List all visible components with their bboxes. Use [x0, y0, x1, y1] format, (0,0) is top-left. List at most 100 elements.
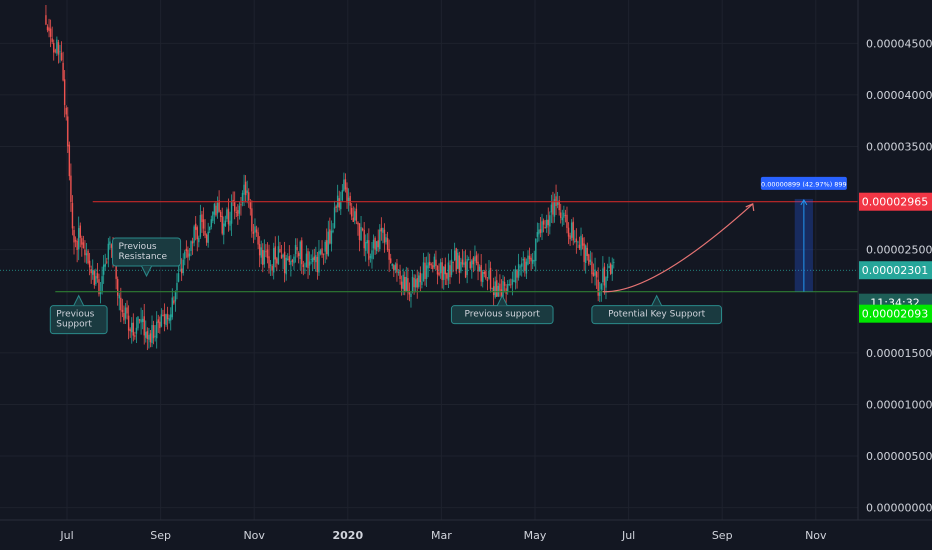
candle-body: [216, 202, 219, 214]
candle-body: [472, 257, 475, 265]
candle-body: [329, 229, 331, 244]
candle-body: [354, 211, 356, 221]
candle-body: [402, 274, 404, 290]
candle-body: [510, 284, 512, 286]
candle-body: [240, 204, 242, 206]
candle: [168, 314, 170, 324]
candle: [213, 202, 216, 225]
candle-body: [304, 269, 306, 271]
candlestick-series: [45, 5, 615, 351]
candle-body: [613, 262, 615, 263]
candle-body: [126, 307, 128, 314]
candle: [326, 228, 328, 260]
candle-body: [525, 261, 528, 274]
candle-body: [191, 241, 194, 244]
y-tick-label: 0.00003500: [866, 141, 932, 154]
candle-body: [115, 260, 117, 279]
candle-body: [312, 257, 314, 262]
candle: [375, 240, 378, 255]
candle-body: [45, 15, 47, 25]
candle: [439, 258, 442, 279]
candle-body: [496, 280, 498, 297]
candle-body: [307, 251, 309, 269]
candle-body: [302, 264, 305, 268]
candle-body: [449, 265, 451, 278]
candle: [71, 195, 74, 236]
candle-body: [146, 331, 149, 340]
candle-body: [549, 215, 551, 227]
candle: [265, 244, 267, 258]
candle-body: [277, 246, 280, 265]
candle: [276, 256, 278, 272]
candle: [443, 266, 445, 290]
candle: [258, 236, 261, 268]
candle-body: [457, 252, 459, 269]
candle-body: [74, 240, 77, 242]
candle: [251, 200, 253, 238]
projection-label-bg: [760, 176, 847, 190]
candle-body: [63, 79, 66, 106]
candle: [603, 262, 606, 295]
candle-body: [475, 255, 478, 263]
candle-body: [511, 279, 514, 285]
candle: [170, 307, 172, 331]
candle: [496, 269, 498, 297]
candle: [329, 217, 331, 245]
candle: [123, 305, 125, 324]
candle: [173, 296, 175, 305]
candle-body: [413, 277, 415, 288]
candle-body: [469, 261, 471, 269]
candle: [494, 276, 496, 299]
price-axis[interactable]: 0.00004500 0.00004000 0.00003500 0.00002500…: [866, 37, 932, 514]
candle: [542, 218, 545, 233]
candle: [81, 235, 83, 257]
price-badge-bg: [859, 304, 932, 323]
candle-body: [483, 271, 485, 274]
candle-body: [461, 259, 464, 265]
candle: [299, 240, 301, 270]
candle: [435, 250, 437, 271]
y-tick-label: 0.00002500: [866, 244, 932, 257]
candle-body: [263, 250, 266, 265]
candle: [480, 254, 482, 287]
time-axis[interactable]: Jul Sep Nov 2020 Mar May Jul Sep Nov: [59, 529, 827, 542]
candle: [503, 276, 506, 293]
candle: [149, 330, 152, 348]
candle: [458, 251, 461, 284]
candle-body: [432, 265, 434, 270]
x-tick-label: 2020: [332, 529, 363, 542]
candle: [457, 249, 459, 270]
candle-body: [539, 229, 542, 233]
candle-body: [421, 281, 423, 285]
candle: [513, 269, 515, 283]
candle-body: [166, 314, 169, 320]
candle-body: [429, 261, 431, 266]
candle: [541, 213, 543, 240]
candle: [338, 190, 340, 211]
candle: [388, 239, 390, 273]
candle-body: [265, 251, 267, 253]
candle: [433, 253, 436, 270]
candle: [145, 320, 147, 343]
candle-body: [414, 279, 417, 288]
candle-body: [594, 269, 596, 276]
candle-body: [260, 247, 262, 258]
candle: [224, 215, 227, 228]
candle-body: [503, 281, 506, 286]
candle-body: [151, 324, 153, 344]
candle: [366, 233, 368, 254]
candle: [273, 242, 275, 280]
candle: [93, 269, 95, 289]
candle-body: [418, 275, 420, 287]
candle: [525, 258, 528, 279]
candle: [536, 222, 539, 243]
candle-body: [463, 262, 465, 265]
candle: [57, 39, 60, 64]
projection-measure[interactable]: 0.00000899 (42.97%) 899: [602, 176, 847, 293]
candle: [255, 225, 258, 237]
candle-body: [251, 208, 253, 232]
candle: [524, 256, 526, 277]
candle-body: [372, 239, 375, 249]
candle-body: [508, 283, 510, 285]
